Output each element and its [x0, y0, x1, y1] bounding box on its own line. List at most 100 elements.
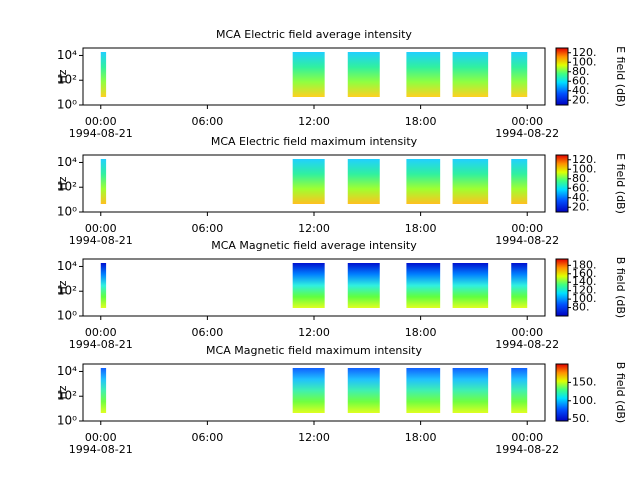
- spectrogram-block: [511, 52, 528, 97]
- spectrogram-block: [452, 368, 489, 413]
- spectrogram-block: [100, 368, 107, 413]
- colorbar-tick-label: 80.: [572, 172, 590, 185]
- spectrogram-block: [100, 263, 107, 308]
- colorbar: [555, 47, 569, 106]
- colorbar: [555, 363, 569, 422]
- colorbar-tick-label: 120.: [572, 46, 597, 59]
- date-label: 1994-08-22: [495, 234, 559, 247]
- x-tick-label: 00:00: [85, 222, 117, 235]
- x-tick-label: 00:00: [511, 115, 543, 128]
- date-label: 1994-08-21: [69, 443, 133, 456]
- panel-title: MCA Magnetic field maximum intensity: [206, 344, 422, 357]
- spectrogram-block: [452, 263, 489, 308]
- spectrogram-block: [511, 159, 528, 204]
- x-tick-label: 12:00: [298, 222, 330, 235]
- colorbar-tick-label: 120.: [572, 153, 597, 166]
- spectrogram-block: [406, 368, 441, 413]
- colorbar-tick-label: 180.: [572, 258, 597, 271]
- y-axis-label: Hz: [56, 176, 69, 190]
- spectrogram-block: [406, 52, 441, 97]
- panel-title: MCA Electric field maximum intensity: [211, 135, 418, 148]
- colorbar-tick-label: 60.: [572, 74, 590, 87]
- date-label: 1994-08-21: [69, 234, 133, 247]
- colorbar-label: E field (dB): [614, 46, 627, 107]
- x-tick-label: 18:00: [405, 326, 437, 339]
- y-tick-label: 10⁰: [57, 414, 77, 428]
- x-tick-label: 06:00: [192, 431, 224, 444]
- panel-title: MCA Magnetic field average intensity: [211, 239, 417, 252]
- y-tick-label: 10⁴: [57, 48, 77, 62]
- spectrogram-block: [292, 159, 325, 204]
- spectrogram-block: [347, 368, 380, 413]
- y-tick-label: 10⁴: [57, 364, 77, 378]
- x-tick-label: 18:00: [405, 115, 437, 128]
- colorbar-tick-label: 140.: [572, 275, 597, 288]
- y-axis-label: Hz: [56, 280, 69, 294]
- spectrogram-block: [511, 368, 528, 413]
- x-tick-label: 12:00: [298, 431, 330, 444]
- y-axis-label: Hz: [56, 69, 69, 83]
- y-tick-label: 10⁰: [57, 98, 77, 112]
- spectrogram-block: [347, 52, 380, 97]
- colorbar-label: B field (dB): [614, 257, 627, 318]
- x-tick-label: 12:00: [298, 115, 330, 128]
- date-label: 1994-08-22: [495, 338, 559, 351]
- spectrogram-block: [347, 159, 380, 204]
- colorbar-tick-label: 40.: [572, 191, 590, 204]
- x-tick-label: 00:00: [85, 431, 117, 444]
- y-tick-label: 10²: [57, 73, 77, 87]
- colorbar: [555, 258, 569, 317]
- colorbar: [555, 154, 569, 213]
- colorbar-tick-label: 120.: [572, 284, 597, 297]
- colorbar-tick-label: 80.: [572, 65, 590, 78]
- y-tick-label: 10⁴: [57, 155, 77, 169]
- y-tick-label: 10⁰: [57, 309, 77, 323]
- colorbar-tick-label: 150.: [572, 375, 597, 388]
- spectrogram-block: [452, 52, 489, 97]
- spectrogram-block: [292, 52, 325, 97]
- spectrogram-block: [511, 263, 528, 308]
- colorbar-label: B field (dB): [614, 362, 627, 423]
- x-tick-label: 18:00: [405, 222, 437, 235]
- colorbar-tick-label: 50.: [572, 412, 590, 425]
- spectrogram-block: [406, 159, 441, 204]
- x-tick-label: 00:00: [511, 326, 543, 339]
- date-label: 1994-08-22: [495, 127, 559, 140]
- y-axis-label: Hz: [56, 385, 69, 399]
- x-tick-label: 00:00: [85, 326, 117, 339]
- colorbar-label: E field (dB): [614, 153, 627, 214]
- colorbar-tick-label: 20.: [572, 200, 590, 213]
- panel-title: MCA Electric field average intensity: [216, 28, 412, 41]
- x-tick-label: 18:00: [405, 431, 437, 444]
- colorbar-tick-label: 100.: [572, 394, 597, 407]
- y-tick-label: 10²: [57, 180, 77, 194]
- spectrogram-block: [347, 263, 380, 308]
- date-label: 1994-08-21: [69, 127, 133, 140]
- spectrogram-block: [100, 52, 107, 97]
- y-tick-label: 10²: [57, 389, 77, 403]
- x-tick-label: 00:00: [511, 431, 543, 444]
- y-tick-label: 10⁰: [57, 205, 77, 219]
- colorbar-tick-label: 20.: [572, 93, 590, 106]
- colorbar-tick-label: 80.: [572, 301, 590, 314]
- date-label: 1994-08-21: [69, 338, 133, 351]
- x-tick-label: 00:00: [85, 115, 117, 128]
- spectrogram-block: [452, 159, 489, 204]
- y-tick-label: 10⁴: [57, 259, 77, 273]
- x-tick-label: 00:00: [511, 222, 543, 235]
- colorbar-tick-label: 160.: [572, 267, 597, 280]
- x-tick-label: 12:00: [298, 326, 330, 339]
- spectrogram-block: [100, 159, 107, 204]
- spectrogram-block: [292, 368, 325, 413]
- x-tick-label: 06:00: [192, 222, 224, 235]
- y-tick-label: 10²: [57, 284, 77, 298]
- spectrogram-block: [406, 263, 441, 308]
- x-tick-label: 06:00: [192, 326, 224, 339]
- colorbar-tick-label: 100.: [572, 162, 597, 175]
- colorbar-tick-label: 100.: [572, 292, 597, 305]
- colorbar-tick-label: 60.: [572, 181, 590, 194]
- x-tick-label: 06:00: [192, 115, 224, 128]
- date-label: 1994-08-22: [495, 443, 559, 456]
- colorbar-tick-label: 40.: [572, 84, 590, 97]
